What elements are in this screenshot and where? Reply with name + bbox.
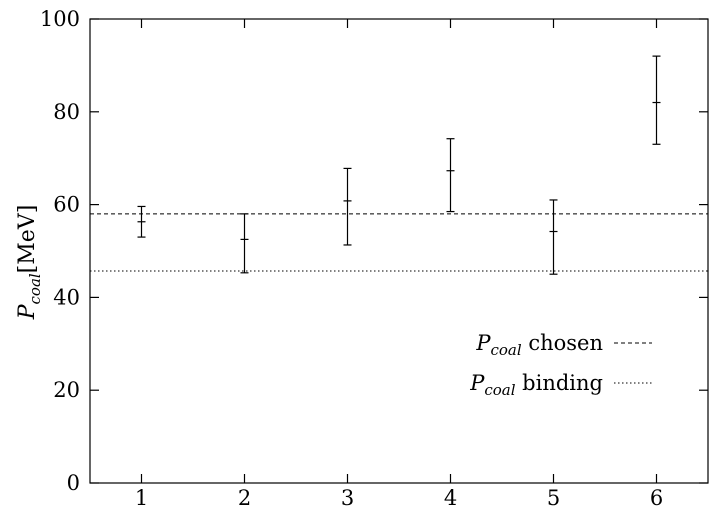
y-tick-label-0: 0 — [67, 471, 80, 495]
legend-subscript: coal — [490, 341, 521, 359]
y-tick-label-1: 20 — [53, 378, 80, 402]
legend-symbol: P — [475, 331, 491, 355]
x-tick-label-0: 1 — [135, 486, 148, 506]
y-tick-label-2: 40 — [53, 285, 80, 309]
y-axis-label: Pcoal[MeV] — [15, 205, 44, 321]
legend-symbol: P — [469, 371, 485, 395]
x-tick-label-4: 5 — [547, 486, 560, 506]
axes: 0 20 40 60 80 100 1 2 3 4 5 6 — [40, 7, 709, 506]
plot-frame — [89, 18, 709, 484]
y-tick-label-3: 60 — [53, 193, 80, 217]
y-axis-label-unit: [MeV] — [15, 205, 40, 274]
reference-lines — [90, 213, 708, 272]
y-axis-label-symbol: P — [15, 303, 40, 320]
data-points — [137, 55, 661, 275]
legend-subscript: coal — [484, 381, 515, 399]
legend-text: chosen — [522, 331, 603, 355]
legend-text: binding — [516, 371, 604, 395]
y-tick-label-5: 100 — [40, 7, 80, 31]
x-tick-label-1: 2 — [238, 486, 251, 506]
x-tick-label-2: 3 — [341, 486, 354, 506]
x-tick-label-5: 6 — [650, 486, 663, 506]
y-axis-label-subscript: coal — [26, 273, 44, 304]
legend-label-chosen: Pcoal chosen — [475, 331, 603, 359]
y-tick-label-4: 80 — [53, 100, 80, 124]
x-tick-label-3: 4 — [444, 486, 457, 506]
legend-label-binding: Pcoal binding — [469, 371, 603, 399]
